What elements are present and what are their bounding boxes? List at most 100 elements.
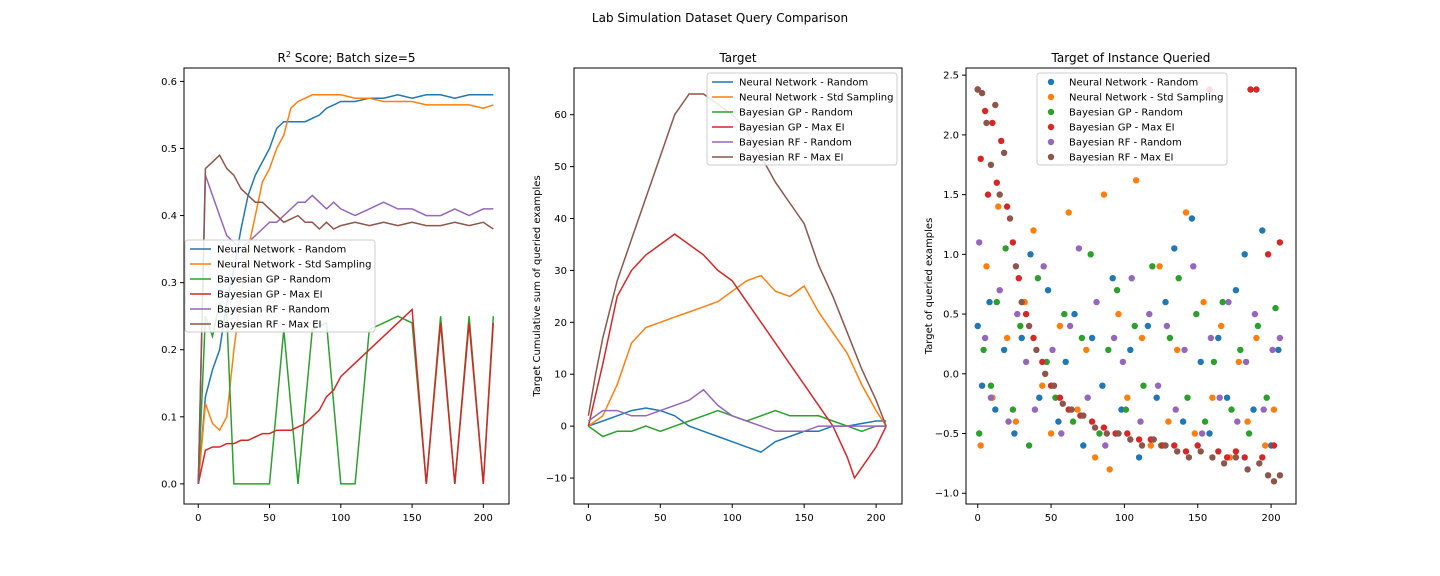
scatter-point-neural-network-random (1000, 346, 1008, 354)
scatter-point-bayesian-gp-random (1272, 304, 1279, 312)
scatter-point-bayesian-gp-max-ei (998, 137, 1005, 145)
scatter-point-bayesian-rf-max-ei (1220, 460, 1228, 467)
y-tick-label: 0.4 (161, 211, 177, 222)
scatter-point-bayesian-rf-max-ei (974, 86, 981, 93)
scatter-point-bayesian-gp-random (1025, 442, 1033, 449)
scatter-point-neural-network-random (1259, 227, 1266, 234)
scatter-point-bayesian-gp-random (1002, 245, 1009, 252)
x-tick-label: 150 (795, 513, 814, 524)
x-tick-label: 50 (654, 513, 667, 524)
scatter-point-neural-network-std-sampling (1191, 430, 1199, 437)
y-tick-label: 30 (554, 266, 567, 277)
scatter-point-bayesian-rf-max-ei (1050, 382, 1058, 389)
scatter-point-bayesian-gp-max-ei (1088, 418, 1096, 425)
scatter-point-bayesian-rf-max-ei (987, 161, 995, 168)
scatter-point-bayesian-rf-max-ei (1059, 400, 1067, 407)
scatter-point-bayesian-rf-random (996, 287, 1003, 294)
scatter-point-bayesian-rf-random (1137, 418, 1144, 425)
y-tick-label: 40 (554, 214, 567, 225)
y-tick-label: −1.0 (935, 489, 959, 500)
scatter-point-bayesian-rf-max-ei (1270, 478, 1278, 485)
scatter-point-bayesian-rf-max-ei (1276, 472, 1284, 479)
legend-swatch (1047, 108, 1055, 116)
scatter-point-bayesian-rf-random (1146, 310, 1153, 318)
scatter-point-bayesian-rf-random (1225, 298, 1232, 306)
scatter-point-bayesian-rf-random (1110, 334, 1118, 342)
scatter-point-bayesian-gp-random (1210, 358, 1218, 366)
scatter-point-bayesian-gp-max-ei (984, 191, 992, 198)
scatter-point-bayesian-gp-random (1228, 406, 1235, 413)
scatter-point-bayesian-rf-random (1172, 406, 1179, 413)
scatter-point-bayesian-rf-random (1040, 263, 1047, 270)
scatter-point-neural-network-std-sampling (1218, 322, 1225, 330)
scatter-point-neural-network-std-sampling (1074, 406, 1081, 413)
scatter-point-bayesian-gp-max-ei (1259, 454, 1266, 461)
scatter-point-bayesian-rf-random (1190, 263, 1197, 270)
scatter-point-neural-network-random (1144, 322, 1152, 330)
scatter-point-bayesian-gp-max-ei (1100, 424, 1108, 431)
scatter-point-bayesian-gp-random (1017, 322, 1024, 330)
scatter-point-neural-network-std-sampling (1115, 310, 1122, 318)
scatter-point-neural-network-std-sampling (983, 263, 990, 270)
scatter-point-bayesian-gp-random (1087, 251, 1094, 258)
scatter-point-bayesian-rf-random (976, 239, 983, 246)
y-tick-label: 0.0 (943, 369, 959, 380)
legend-label: Bayesian RF - Random (739, 138, 852, 149)
scatter-point-bayesian-gp-random (1140, 382, 1147, 389)
y-tick-label: 0 (561, 422, 567, 433)
x-tick-label: 150 (403, 513, 422, 524)
scatter-point-neural-network-random (1099, 382, 1106, 389)
scatter-point-bayesian-rf-random (1066, 322, 1074, 330)
scatter-point-bayesian-gp-random (1175, 275, 1182, 282)
scatter-point-bayesian-rf-max-ei (1209, 454, 1216, 461)
scatter-point-neural-network-std-sampling (1156, 263, 1163, 270)
x-tick-label: 100 (331, 513, 350, 524)
subplot-2: Target Target Cumulative sum of queried e… (532, 51, 903, 524)
series-line-neural-network-std-sampling (587, 274, 887, 427)
legend-swatch (1047, 93, 1055, 101)
scatter-point-bayesian-rf-max-ei (1018, 298, 1025, 306)
scatter-point-neural-network-std-sampling (1165, 418, 1172, 425)
scatter-point-neural-network-random (1018, 334, 1025, 342)
y-tick-label: 1.0 (943, 250, 959, 261)
y-tick-label: 60 (554, 110, 567, 121)
scatter-point-bayesian-gp-max-ei (1056, 394, 1064, 401)
scatter-point-bayesian-gp-max-ei (1270, 442, 1278, 449)
series-line-bayesian-rf-max-ei (197, 153, 494, 484)
y-tick-label: 0.2 (161, 345, 177, 356)
legend-label: Neural Network - Random (217, 245, 346, 256)
y-tick-label: −0.5 (935, 429, 959, 440)
scatter-point-bayesian-gp-random (1254, 322, 1262, 330)
scatter-point-bayesian-gp-max-ei (981, 107, 989, 115)
scatter-point-bayesian-gp-max-ei (1009, 239, 1017, 246)
scatter-point-bayesian-gp-random (1193, 310, 1200, 318)
scatter-point-bayesian-gp-max-ei (989, 119, 996, 127)
scatter-point-neural-network-std-sampling (1174, 346, 1181, 354)
legend-label: Bayesian GP - Random (739, 108, 853, 119)
scatter-point-bayesian-rf-random (1075, 245, 1083, 252)
scatter-point-bayesian-gp-random (1131, 322, 1138, 330)
scatter-point-bayesian-rf-random (1022, 358, 1030, 366)
scatter-point-bayesian-gp-random (1096, 430, 1103, 437)
scatter-point-bayesian-gp-random (1061, 310, 1068, 318)
legend-box (706, 72, 898, 166)
scatter-point-bayesian-rf-random (1216, 394, 1223, 401)
scatter-point-bayesian-gp-max-ei (1003, 203, 1011, 210)
scatter-point-neural-network-random (1118, 406, 1125, 413)
scatter-point-neural-network-random (1071, 310, 1078, 318)
scatter-point-bayesian-rf-random (981, 334, 989, 342)
scatter-point-neural-network-std-sampling (1209, 394, 1216, 401)
x-tick-label: 0 (195, 513, 201, 524)
scatter-point-neural-network-std-sampling (1012, 418, 1020, 425)
scatter-point-bayesian-gp-random (1113, 287, 1121, 294)
y-tick-label: 0.3 (161, 278, 177, 289)
scatter-point-bayesian-rf-random (1276, 334, 1284, 342)
legend: Neural Network - Random Neural Network - … (1036, 72, 1228, 166)
scatter-point-neural-network-random (1188, 215, 1196, 222)
scatter-point-neural-network-std-sampling (1047, 430, 1055, 437)
scatter-point-neural-network-random (1044, 287, 1052, 294)
y-axis-label: Target of queried examples (924, 218, 935, 356)
scatter-point-bayesian-gp-random (1069, 418, 1077, 425)
scatter-point-bayesian-rf-max-ei (1006, 215, 1014, 222)
scatter-point-bayesian-gp-max-ei (1276, 239, 1284, 246)
